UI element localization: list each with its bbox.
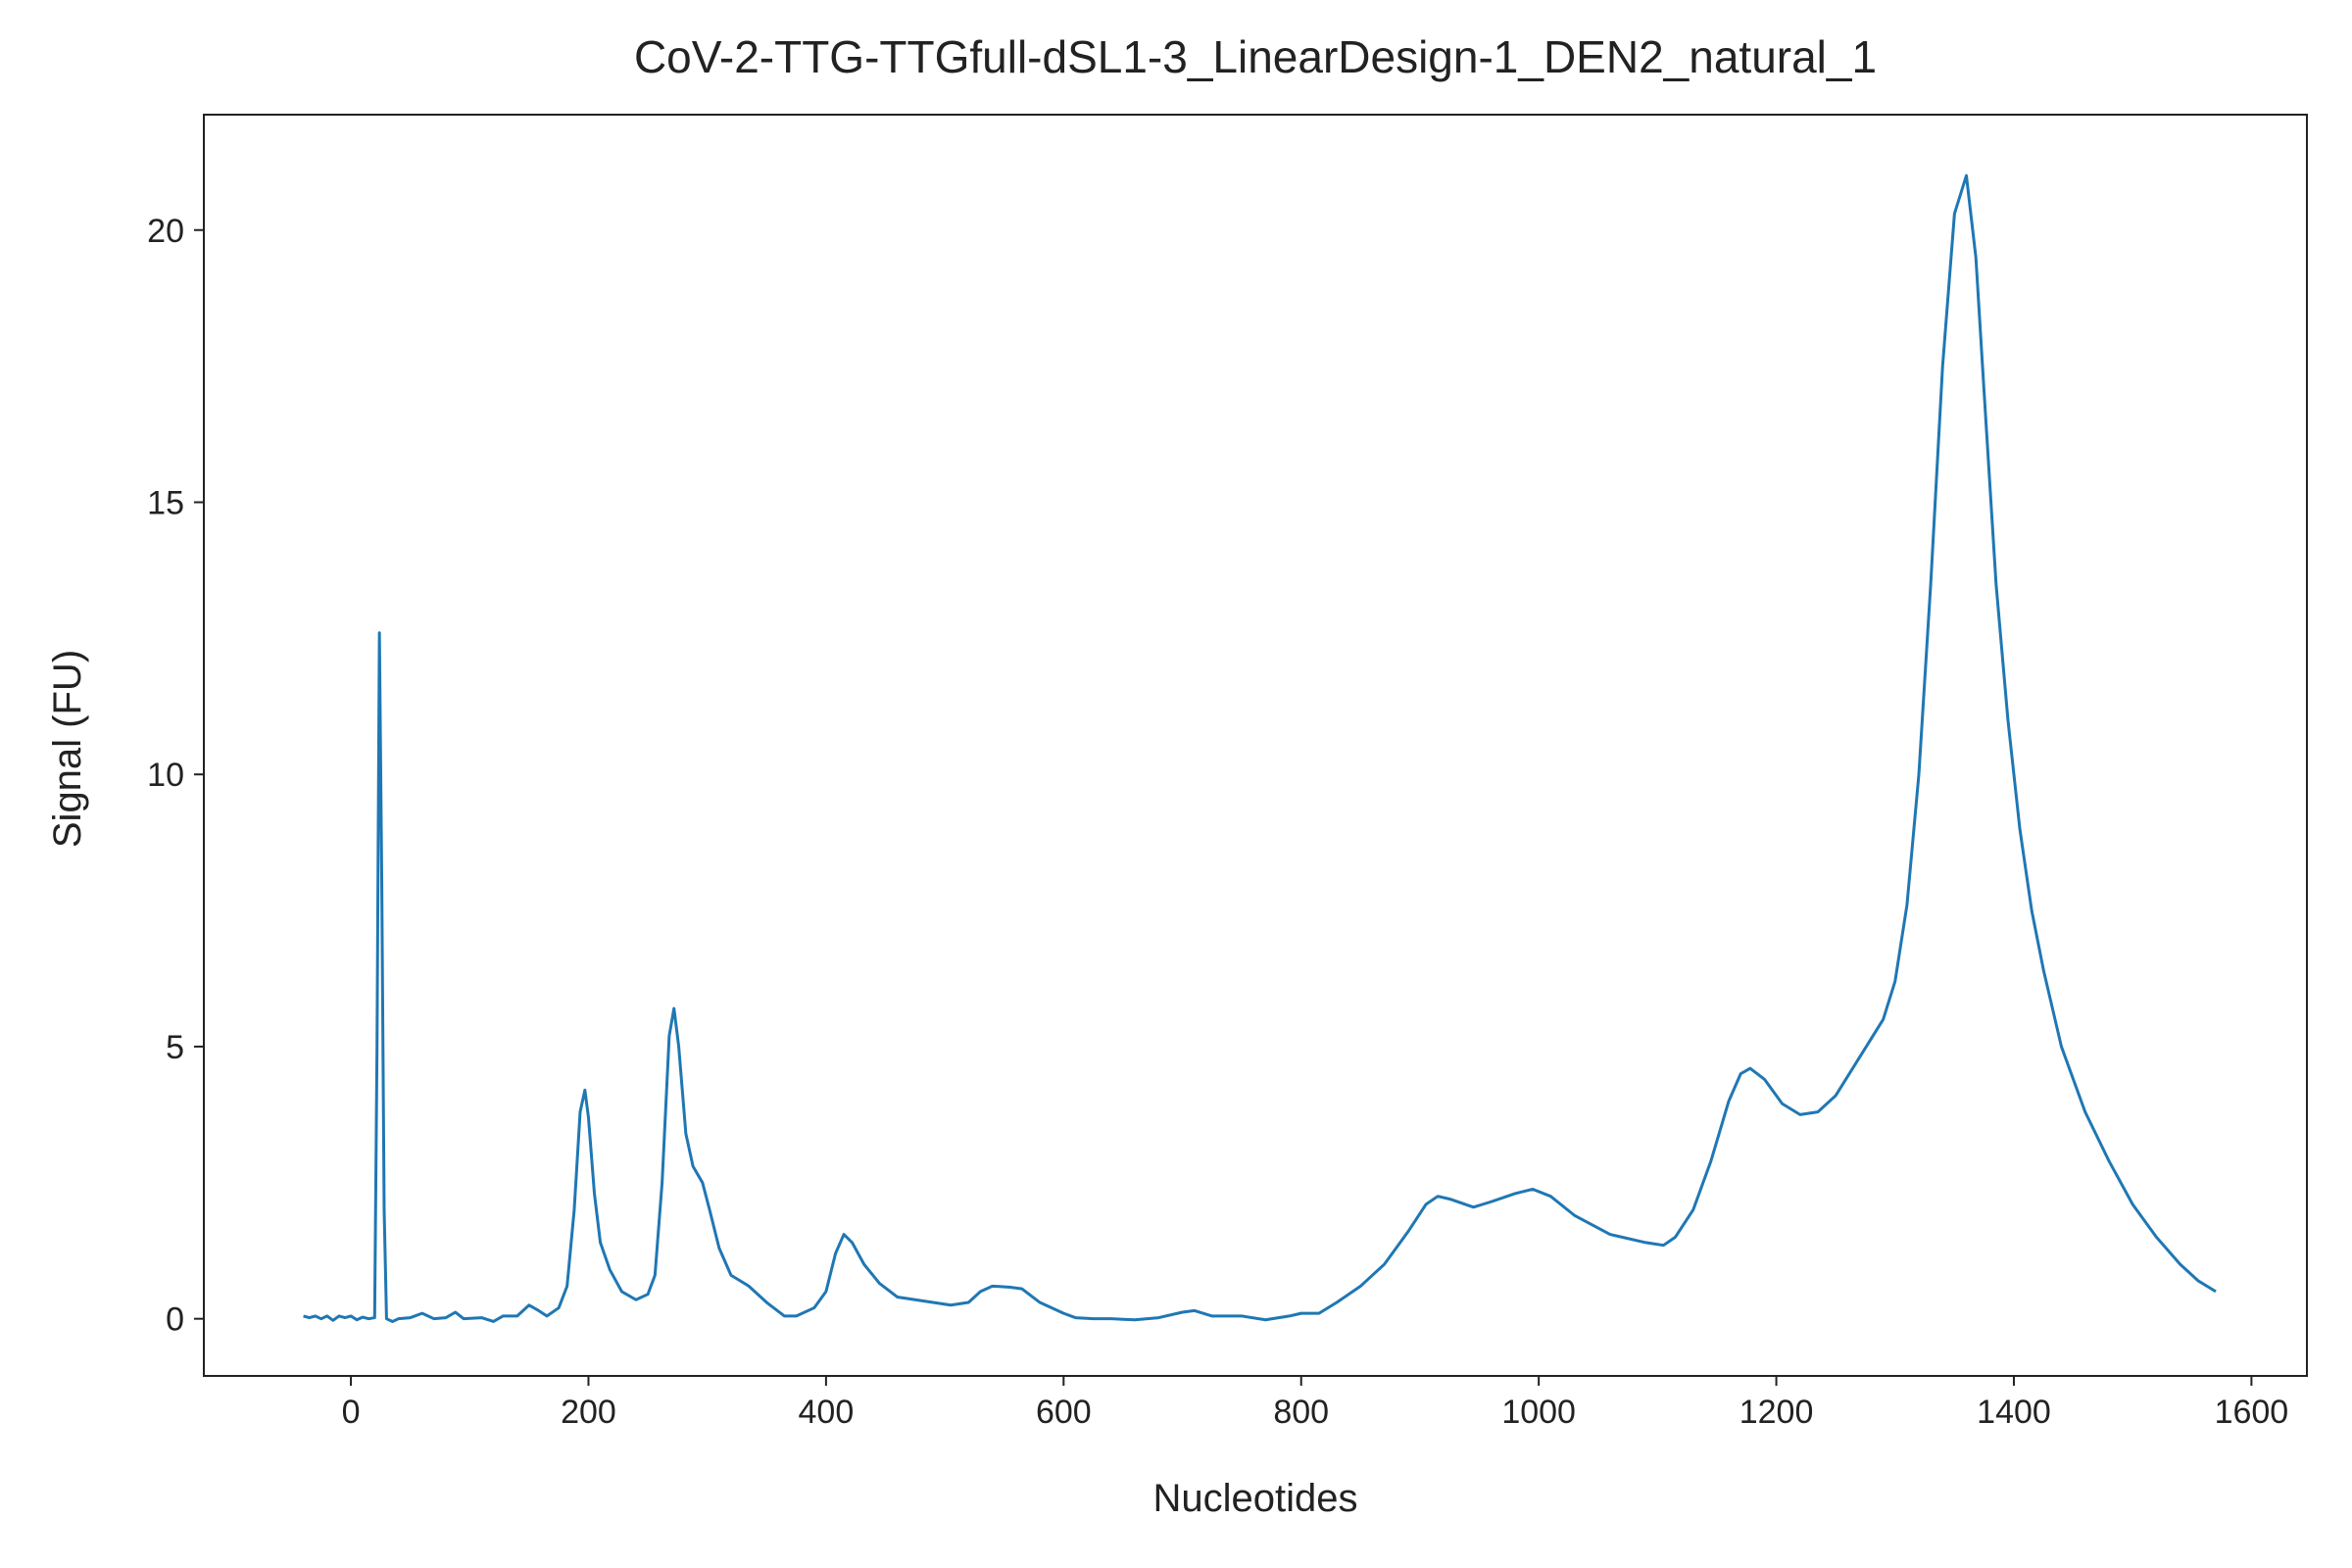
y-tick-label: 10: [147, 757, 184, 794]
x-tick-label: 600: [1036, 1394, 1092, 1431]
x-tick-label: 1000: [1501, 1394, 1576, 1431]
y-tick-label: 0: [166, 1301, 184, 1339]
x-tick-label: 200: [561, 1394, 616, 1431]
x-tick-label: 800: [1273, 1394, 1329, 1431]
x-tick-label: 1600: [2215, 1394, 2289, 1431]
plot-frame: [203, 114, 2308, 1377]
x-tick-label: 1200: [1740, 1394, 1814, 1431]
chart-title: CoV-2-TTG-TTGfull-dSL1-3_LinearDesign-1_…: [634, 31, 1877, 82]
y-tick-label: 5: [166, 1029, 184, 1066]
signal-line: [303, 173, 2217, 1323]
x-tick-label: 0: [342, 1394, 361, 1431]
x-tick-label: 400: [799, 1394, 855, 1431]
y-tick-label: 15: [147, 484, 184, 521]
y-tick-label: 20: [147, 213, 184, 250]
x-axis-label: Nucleotides: [1152, 1477, 1357, 1520]
x-tick-label: 1400: [1977, 1394, 2051, 1431]
y-axis-label: Signal (FU): [46, 650, 89, 848]
